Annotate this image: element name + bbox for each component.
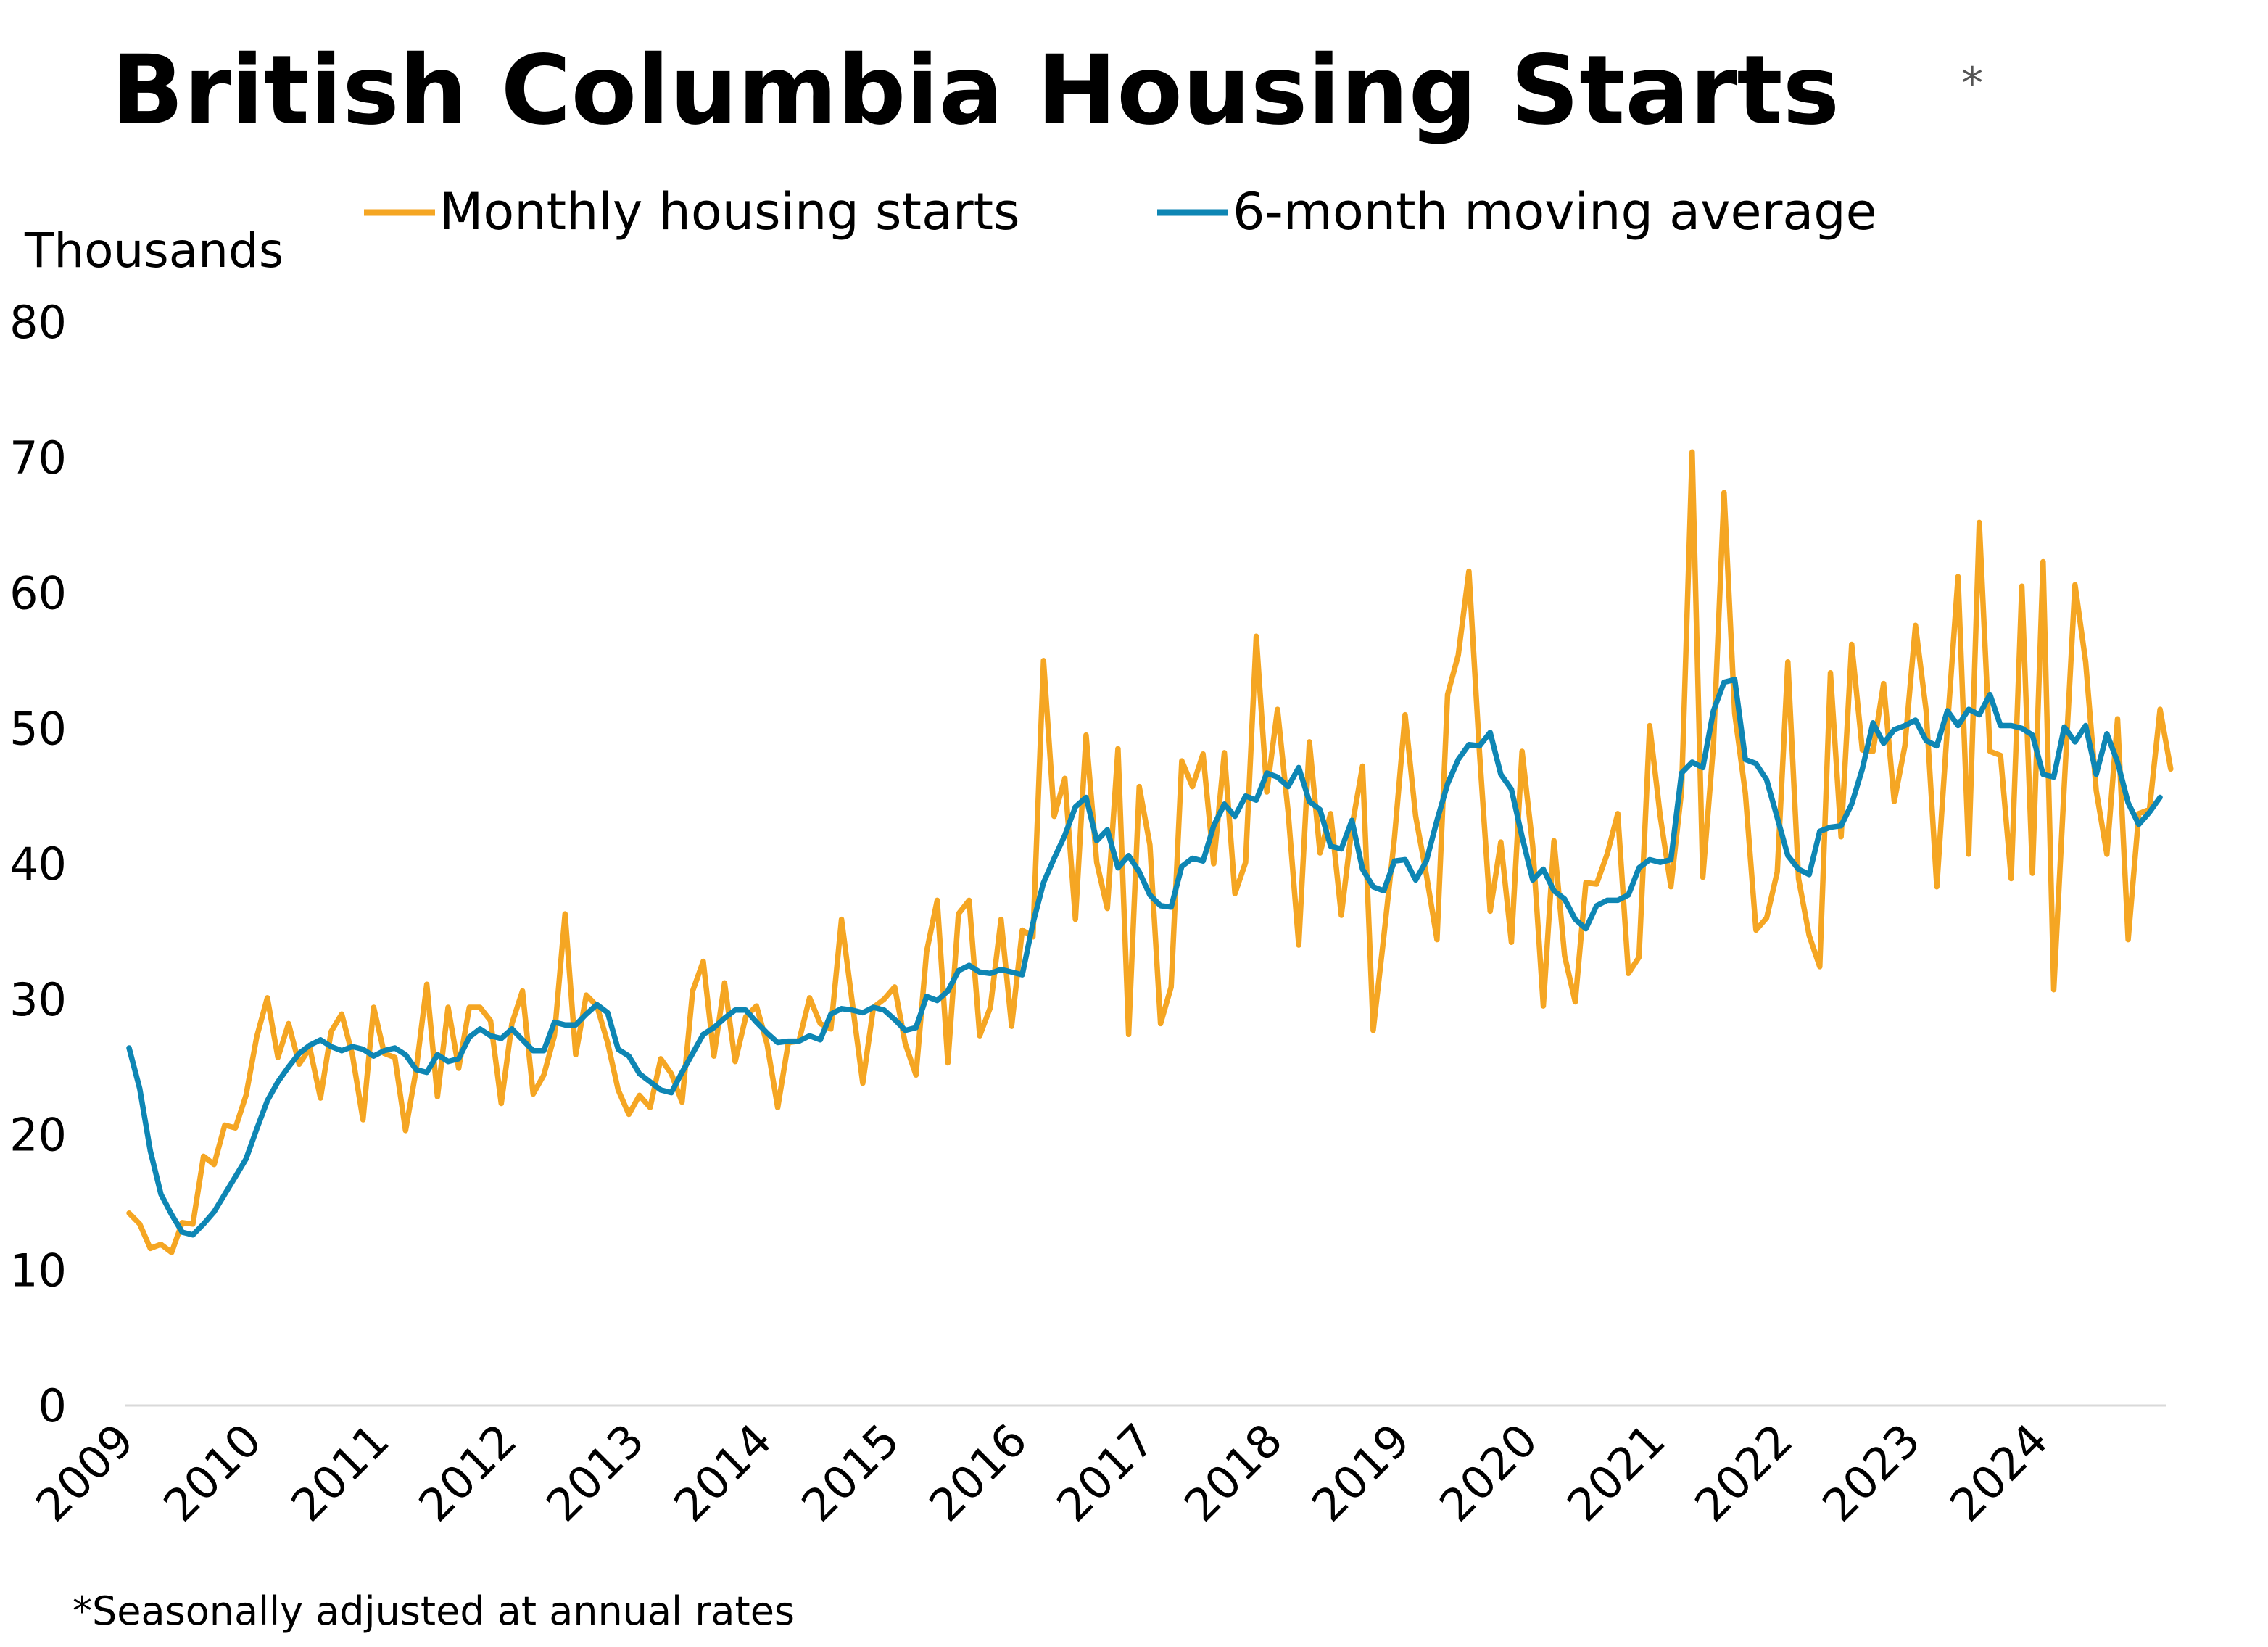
y-tick-label: 80 <box>9 296 67 349</box>
y-tick-label: 10 <box>9 1244 67 1297</box>
x-tick-label: 2015 <box>791 1413 909 1532</box>
x-tick-label: 2011 <box>281 1413 399 1532</box>
x-tick-label: 2021 <box>1557 1413 1675 1532</box>
x-tick-label: 2010 <box>153 1413 271 1532</box>
footnote: *Seasonally adjusted at annual rates <box>73 1588 795 1634</box>
y-axis-unit-label: Thousands <box>24 223 284 278</box>
y-tick-label: 30 <box>9 973 67 1026</box>
y-axis-ticks: 0 10 20 30 40 50 60 70 80 <box>9 296 67 1432</box>
x-tick-label: 2016 <box>919 1413 1037 1532</box>
series-line-monthly-housing-starts <box>126 449 2174 1255</box>
series-line-6-month-moving-average <box>126 677 2163 1238</box>
x-tick-label: 2020 <box>1429 1413 1547 1532</box>
x-tick-label: 2013 <box>536 1413 654 1532</box>
y-tick-label: 70 <box>9 432 67 484</box>
x-axis-ticks: 2009 2010 2011 2012 2013 2014 2015 2016 2017 2018… <box>25 1413 2058 1532</box>
legend-label-moving-average: 6-month moving average <box>1233 182 1877 242</box>
y-tick-label: 0 <box>38 1379 67 1432</box>
y-tick-label: 20 <box>9 1109 67 1162</box>
x-tick-label: 2024 <box>1940 1413 2058 1532</box>
x-tick-label: 2012 <box>408 1413 526 1532</box>
chart-title: British Columbia Housing Starts <box>111 35 1839 146</box>
title-asterisk: * <box>1961 58 1983 109</box>
x-tick-label: 2014 <box>663 1413 782 1532</box>
legend-label-monthly: Monthly housing starts <box>439 182 1020 242</box>
x-tick-label: 2018 <box>1174 1413 1292 1532</box>
y-tick-label: 50 <box>9 702 67 755</box>
y-tick-label: 60 <box>9 567 67 620</box>
x-tick-label: 2022 <box>1684 1413 1803 1532</box>
x-tick-label: 2017 <box>1046 1413 1164 1532</box>
x-tick-label: 2019 <box>1301 1413 1420 1532</box>
x-tick-label: 2023 <box>1812 1413 1930 1532</box>
legend: Monthly housing starts 6-month moving av… <box>364 182 1877 242</box>
y-tick-label: 40 <box>9 838 67 891</box>
